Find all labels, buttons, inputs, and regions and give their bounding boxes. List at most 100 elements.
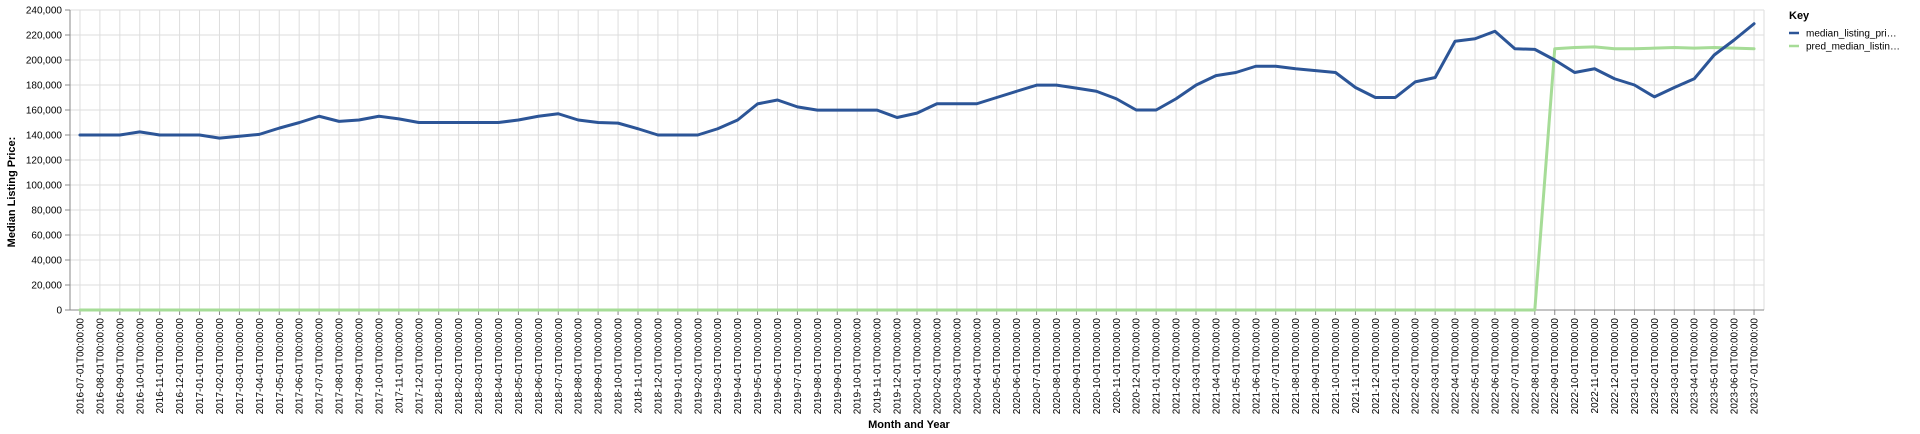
x-tick-label: 2020-07-01T00:00:00 <box>1032 318 1043 415</box>
y-tick-label: 200,000 <box>26 56 63 67</box>
x-tick-label: 2017-05-01T00:00:00 <box>275 318 286 415</box>
y-tick-label: 220,000 <box>26 31 63 42</box>
series-line-1 <box>78 45 1756 312</box>
x-tick-label: 2018-02-01T00:00:00 <box>454 318 465 415</box>
y-tick-label: 0 <box>56 306 62 317</box>
x-tick-label: 2021-10-01T00:00:00 <box>1331 318 1342 415</box>
x-tick-label: 2016-11-01T00:00:00 <box>155 318 166 414</box>
x-tick-label: 2017-10-01T00:00:00 <box>374 318 385 415</box>
x-tick-label: 2023-02-01T00:00:00 <box>1650 318 1661 415</box>
x-tick-label: 2020-01-01T00:00:00 <box>913 318 924 415</box>
x-tick-label: 2017-12-01T00:00:00 <box>414 318 425 415</box>
x-tick-label: 2017-04-01T00:00:00 <box>255 318 266 415</box>
x-tick-label: 2020-05-01T00:00:00 <box>992 318 1003 415</box>
x-tick-label: 2019-04-01T00:00:00 <box>733 318 744 415</box>
x-tick-label: 2020-02-01T00:00:00 <box>932 318 943 415</box>
x-tick-label: 2023-03-01T00:00:00 <box>1670 318 1681 415</box>
x-tick-label: 2016-09-01T00:00:00 <box>115 318 126 415</box>
x-tick-label: 2020-09-01T00:00:00 <box>1072 318 1083 415</box>
x-tick-label: 2021-03-01T00:00:00 <box>1192 318 1203 415</box>
y-tick-label: 160,000 <box>26 106 63 117</box>
x-tick-label: 2018-03-01T00:00:00 <box>474 318 485 415</box>
legend-label: median_listing_pri… <box>1806 29 1897 40</box>
x-tick-label: 2018-08-01T00:00:00 <box>574 318 585 415</box>
gridlines <box>70 9 1765 311</box>
x-tick-label: 2021-08-01T00:00:00 <box>1291 318 1302 415</box>
x-tick-label: 2017-08-01T00:00:00 <box>335 318 346 415</box>
x-tick-label: 2017-01-01T00:00:00 <box>195 318 206 415</box>
x-tick-label: 2016-12-01T00:00:00 <box>175 318 186 415</box>
x-tick-label: 2019-10-01T00:00:00 <box>853 318 864 415</box>
x-tick-label: 2022-07-01T00:00:00 <box>1510 318 1521 415</box>
axes: 0 20,000 40,000 60,000 80,000 100,000 120,000 1… <box>26 6 1764 415</box>
x-tick-label: 2023-04-01T00:00:00 <box>1690 318 1701 415</box>
x-tick-label: 2018-06-01T00:00:00 <box>534 318 545 415</box>
y-tick-label: 20,000 <box>31 281 62 292</box>
x-tick-label: 2019-11-01T00:00:00 <box>873 318 884 414</box>
x-tick-label: 2022-01-01T00:00:00 <box>1391 318 1402 415</box>
x-tick-label: 2023-07-01T00:00:00 <box>1750 318 1761 415</box>
x-tick-label: 2021-01-01T00:00:00 <box>1152 318 1163 415</box>
y-axis-title: Median Listing Price: <box>6 137 18 248</box>
x-tick-label: 2022-12-01T00:00:00 <box>1610 318 1621 415</box>
x-tick-label: 2022-08-01T00:00:00 <box>1530 318 1541 415</box>
x-tick-label: 2019-12-01T00:00:00 <box>893 318 904 415</box>
x-tick-label: 2018-01-01T00:00:00 <box>434 318 445 415</box>
x-tick-label: 2022-04-01T00:00:00 <box>1451 318 1462 415</box>
y-tick-label: 120,000 <box>26 156 63 167</box>
x-tick-label: 2017-06-01T00:00:00 <box>295 318 306 415</box>
x-tick-label: 2022-11-01T00:00:00 <box>1590 318 1601 414</box>
x-tick-label: 2020-12-01T00:00:00 <box>1132 318 1143 415</box>
x-tick-label: 2022-10-01T00:00:00 <box>1570 318 1581 415</box>
x-tick-label: 2021-04-01T00:00:00 <box>1211 318 1222 415</box>
x-tick-label: 2022-02-01T00:00:00 <box>1411 318 1422 415</box>
x-tick-label: 2017-02-01T00:00:00 <box>215 318 226 415</box>
x-tick-label: 2018-07-01T00:00:00 <box>554 318 565 415</box>
x-tick-label: 2020-04-01T00:00:00 <box>972 318 983 415</box>
x-tick-label: 2021-09-01T00:00:00 <box>1311 318 1322 415</box>
y-tick-label: 140,000 <box>26 131 63 142</box>
legend-label: pred_median_listin… <box>1806 42 1900 53</box>
x-tick-label: 2018-04-01T00:00:00 <box>494 318 505 415</box>
legend-title: Key <box>1789 10 1810 22</box>
x-tick-label: 2017-03-01T00:00:00 <box>235 318 246 415</box>
x-tick-label: 2018-09-01T00:00:00 <box>594 318 605 415</box>
x-tick-label: 2023-01-01T00:00:00 <box>1630 318 1641 415</box>
x-tick-label: 2018-12-01T00:00:00 <box>653 318 664 415</box>
x-tick-label: 2022-06-01T00:00:00 <box>1490 318 1501 415</box>
x-tick-label: 2019-02-01T00:00:00 <box>693 318 704 415</box>
x-tick-label: 2016-08-01T00:00:00 <box>95 318 106 415</box>
x-tick-label: 2019-09-01T00:00:00 <box>833 318 844 415</box>
x-tick-label: 2020-03-01T00:00:00 <box>952 318 963 415</box>
x-tick-label: 2016-10-01T00:00:00 <box>135 318 146 415</box>
y-tick-label: 40,000 <box>31 256 62 267</box>
x-tick-label: 2020-08-01T00:00:00 <box>1052 318 1063 415</box>
series-lines <box>78 22 1756 312</box>
x-tick-label: 2021-11-01T00:00:00 <box>1351 318 1362 414</box>
x-tick-label: 2019-06-01T00:00:00 <box>773 318 784 415</box>
x-tick-label: 2021-05-01T00:00:00 <box>1231 318 1242 415</box>
y-tick-label: 60,000 <box>31 231 62 242</box>
x-tick-label: 2022-03-01T00:00:00 <box>1431 318 1442 415</box>
x-tick-label: 2020-10-01T00:00:00 <box>1092 318 1103 415</box>
y-tick-label: 240,000 <box>26 6 63 17</box>
x-tick-label: 2019-03-01T00:00:00 <box>713 318 724 415</box>
x-tick-label: 2017-11-01T00:00:00 <box>394 318 405 414</box>
x-tick-label: 2019-07-01T00:00:00 <box>793 318 804 415</box>
x-tick-label: 2019-01-01T00:00:00 <box>673 318 684 415</box>
x-tick-label: 2022-05-01T00:00:00 <box>1471 318 1482 415</box>
x-tick-label: 2022-09-01T00:00:00 <box>1550 318 1561 415</box>
x-axis-title: Month and Year <box>868 419 950 431</box>
x-tick-label: 2021-06-01T00:00:00 <box>1251 318 1262 415</box>
x-tick-label: 2021-12-01T00:00:00 <box>1371 318 1382 415</box>
y-tick-label: 100,000 <box>26 181 63 192</box>
x-tick-label: 2023-06-01T00:00:00 <box>1730 318 1741 415</box>
x-tick-label: 2021-02-01T00:00:00 <box>1172 318 1183 415</box>
y-tick-label: 80,000 <box>31 206 62 217</box>
x-tick-label: 2020-11-01T00:00:00 <box>1112 318 1123 414</box>
x-tick-label: 2016-07-01T00:00:00 <box>75 318 86 415</box>
x-tick-label: 2018-05-01T00:00:00 <box>514 318 525 415</box>
x-tick-label: 2019-05-01T00:00:00 <box>753 318 764 415</box>
x-tick-label: 2018-11-01T00:00:00 <box>633 318 644 414</box>
